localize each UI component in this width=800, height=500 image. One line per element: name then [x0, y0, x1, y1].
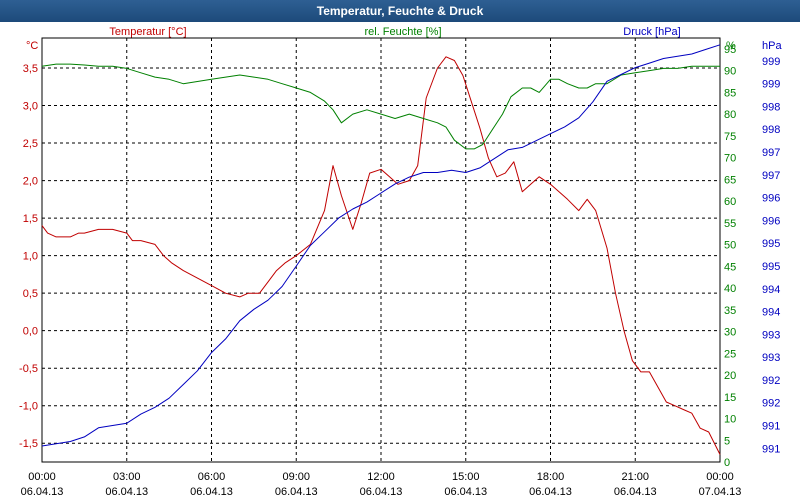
- pressure-tick-label: 991: [762, 443, 780, 455]
- humidity-tick-label: 70: [724, 153, 736, 165]
- pressure-tick-label: 993: [762, 352, 780, 364]
- temperature-tick-label: 3,5: [23, 63, 38, 75]
- humidity-unit-label: %: [726, 40, 736, 52]
- window-title: Temperatur, Feuchte & Druck: [0, 0, 800, 22]
- humidity-tick-label: 25: [724, 348, 736, 360]
- humidity-tick-label: 65: [724, 174, 736, 186]
- pressure-tick-label: 996: [762, 193, 780, 205]
- pressure-tick-label: 992: [762, 375, 780, 387]
- temperature-tick-label: -1,5: [19, 438, 38, 450]
- humidity-tick-label: 90: [724, 66, 736, 78]
- x-tick-date: 06.04.13: [275, 486, 318, 498]
- temperature-tick-label: -0,5: [19, 363, 38, 375]
- pressure-tick-label: 996: [762, 215, 780, 227]
- pressure-tick-label: 994: [762, 307, 780, 319]
- x-tick-date: 06.04.13: [444, 486, 487, 498]
- pressure-tick-label: 995: [762, 261, 780, 273]
- pressure-tick-label: 999: [762, 56, 780, 68]
- temperature-tick-label: 2,5: [23, 138, 38, 150]
- humidity-tick-label: 40: [724, 283, 736, 295]
- x-tick-time: 15:00: [452, 471, 480, 483]
- pressure-tick-label: 998: [762, 101, 780, 113]
- x-tick-time: 03:00: [113, 471, 141, 483]
- legend-temperature: Temperatur [°C]: [109, 26, 186, 38]
- humidity-tick-label: 0: [724, 457, 730, 469]
- pressure-tick-label: 993: [762, 329, 780, 341]
- pressure-tick-label: 998: [762, 124, 780, 136]
- x-tick-date: 06.04.13: [529, 486, 572, 498]
- x-tick-time: 06:00: [198, 471, 226, 483]
- humidity-tick-label: 95: [724, 44, 736, 56]
- x-tick-time: 09:00: [282, 471, 310, 483]
- pressure-tick-label: 997: [762, 147, 780, 159]
- humidity-tick-label: 45: [724, 261, 736, 273]
- pressure-tick-label: 991: [762, 421, 780, 433]
- series-line-temperature: [41, 56, 721, 455]
- x-tick-date: 07.04.13: [699, 486, 742, 498]
- humidity-tick-label: 5: [724, 435, 730, 447]
- temperature-tick-label: 1,5: [23, 213, 38, 225]
- x-tick-time: 12:00: [367, 471, 395, 483]
- temperature-tick-label: 2,0: [23, 176, 38, 188]
- x-tick-time: 00:00: [28, 471, 56, 483]
- legend-humidity: rel. Feuchte [%]: [364, 26, 441, 38]
- humidity-tick-label: 15: [724, 392, 736, 404]
- x-tick-date: 06.04.13: [190, 486, 233, 498]
- pressure-tick-label: 994: [762, 284, 780, 296]
- x-tick-time: 00:00: [706, 471, 734, 483]
- humidity-tick-label: 10: [724, 414, 736, 426]
- pressure-tick-label: 999: [762, 79, 780, 91]
- humidity-tick-label: 50: [724, 240, 736, 252]
- humidity-tick-label: 75: [724, 131, 736, 143]
- humidity-tick-label: 20: [724, 370, 736, 382]
- x-tick-time: 18:00: [537, 471, 565, 483]
- series-line-pressure: [41, 44, 721, 447]
- temperature-unit-label: °C: [26, 40, 38, 52]
- x-tick-date: 06.04.13: [360, 486, 403, 498]
- x-tick-date: 06.04.13: [105, 486, 148, 498]
- temperature-tick-label: 1,0: [23, 251, 38, 263]
- humidity-tick-label: 55: [724, 218, 736, 230]
- humidity-tick-label: 60: [724, 196, 736, 208]
- legend-pressure: Druck [hPa]: [623, 26, 680, 38]
- pressure-unit-label: hPa: [762, 40, 782, 52]
- humidity-tick-label: 30: [724, 327, 736, 339]
- temperature-tick-label: -1,0: [19, 401, 38, 413]
- temperature-tick-label: 0,0: [23, 326, 38, 338]
- pressure-tick-label: 995: [762, 238, 780, 250]
- pressure-tick-label: 992: [762, 398, 780, 410]
- series-line-humidity: [41, 63, 720, 150]
- pressure-tick-label: 997: [762, 170, 780, 182]
- humidity-tick-label: 35: [724, 305, 736, 317]
- humidity-tick-label: 85: [724, 87, 736, 99]
- temperature-tick-label: 0,5: [23, 288, 38, 300]
- humidity-tick-label: 80: [724, 109, 736, 121]
- x-tick-date: 06.04.13: [21, 486, 64, 498]
- temperature-tick-label: 3,0: [23, 101, 38, 113]
- x-tick-time: 21:00: [621, 471, 649, 483]
- x-tick-date: 06.04.13: [614, 486, 657, 498]
